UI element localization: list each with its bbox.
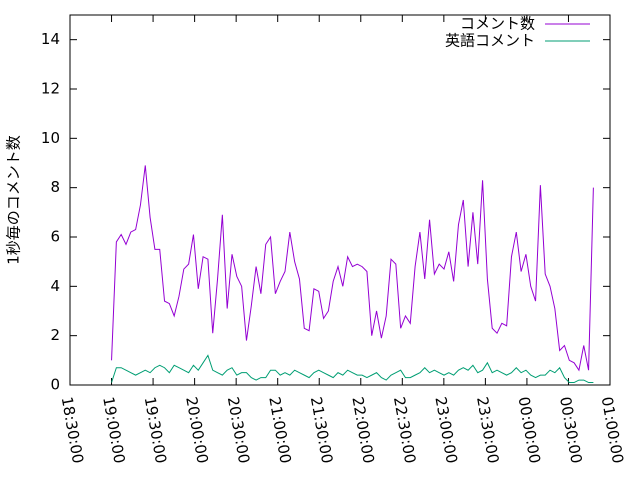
x-tick-label: 22:00:00: [348, 395, 377, 464]
x-tick-label: 23:00:00: [431, 395, 460, 464]
series-line: [111, 354, 594, 384]
x-tick-label: 21:30:00: [307, 395, 336, 464]
y-axis-label: 1秒毎のコメント数: [5, 135, 23, 265]
y-tick-label: 4: [50, 277, 60, 295]
x-tick-label: 22:30:00: [390, 395, 419, 464]
y-tick-label: 0: [50, 376, 60, 394]
x-tick-label: 23:30:00: [473, 395, 502, 464]
y-tick-label: 10: [41, 129, 60, 147]
x-tick-label: 19:00:00: [99, 395, 128, 464]
legend-label: コメント数: [460, 15, 535, 33]
x-tick-label: 00:30:00: [556, 395, 585, 464]
x-tick-label: 18:30:00: [58, 395, 87, 464]
y-tick-label: 14: [41, 30, 60, 48]
series-line: [111, 165, 594, 372]
y-tick-label: 6: [50, 228, 60, 246]
x-tick-label: 00:00:00: [515, 395, 544, 464]
x-tick-label: 21:00:00: [265, 395, 294, 464]
plot-border: [69, 14, 611, 386]
legend-label: 英語コメント: [445, 32, 535, 50]
x-tick-label: 19:30:00: [141, 395, 170, 464]
x-tick-label: 20:00:00: [182, 395, 211, 464]
x-tick-label: 20:30:00: [224, 395, 253, 464]
y-tick-label: 12: [41, 80, 60, 98]
y-tick-label: 8: [50, 178, 60, 196]
x-tick-label: 01:00:00: [598, 395, 627, 464]
y-tick-label: 2: [50, 326, 60, 344]
